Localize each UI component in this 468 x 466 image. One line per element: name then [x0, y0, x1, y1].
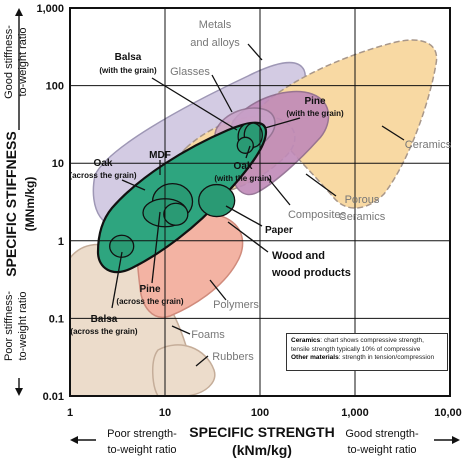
y-tick-label: 1,000	[36, 3, 64, 15]
leader-lines	[111, 43, 405, 367]
arrows	[15, 8, 460, 444]
arrow-left-head	[70, 436, 78, 444]
y-tick-label: 0.1	[49, 313, 64, 325]
label-glasses: Glasses	[170, 66, 210, 78]
y-tick-label: 0.01	[43, 391, 64, 403]
y-top-annot-line1: Good stiffness-	[3, 25, 15, 99]
leader-balsa-with	[151, 77, 238, 131]
leader-pine-across	[151, 211, 161, 284]
leader-composites	[267, 177, 291, 206]
leader-paper	[225, 205, 263, 227]
leader-metals	[247, 43, 263, 61]
note-other-label: Other materials	[291, 354, 339, 361]
arrow-up-head	[15, 8, 23, 16]
y-tick-label: 100	[46, 81, 64, 93]
leader-porous-ceramics	[305, 173, 337, 197]
y-tick-labels: 1,000 100 10 1 0.1 0.01	[36, 3, 64, 403]
y-axis-label-line1: SPECIFIC STIFFNESS	[3, 131, 19, 276]
label-foams: Foams	[191, 329, 225, 341]
label-pine-with-sub: (with the grain)	[286, 109, 344, 118]
label-mdf: MDF	[149, 150, 171, 161]
y-tick-label: 10	[52, 158, 64, 170]
region-rubbers	[152, 344, 216, 396]
label-balsa-across-sub: (across the grain)	[70, 327, 137, 336]
wood-product-ellipse	[236, 136, 254, 154]
wood-product-ellipse	[163, 202, 189, 226]
label-porous-ceramics-line2: Ceramics	[339, 211, 386, 223]
label-porous-ceramics-line1: Porous	[345, 194, 380, 206]
grid-lines	[70, 8, 450, 396]
label-metals-line2: and alloys	[190, 37, 240, 49]
x-axis-label-line2: (kNm/kg)	[232, 442, 292, 458]
x-tick-label: 1	[67, 407, 73, 419]
label-balsa-with-sub: (with the grain)	[99, 66, 157, 75]
leader-foams	[171, 325, 191, 335]
label-pine-with: Pine	[304, 96, 326, 107]
leader-polymers	[209, 279, 227, 301]
label-oak-with-sub: (with the grain)	[214, 174, 272, 183]
arrow-down-head	[15, 388, 23, 396]
label-metals-line1: Metals	[199, 19, 232, 31]
label-oak-across-sub: (across the grain)	[69, 171, 136, 180]
plot-frame	[69, 7, 451, 397]
label-wood-line2: wood products	[271, 267, 351, 279]
note-other-text: : strength in tension/compression	[338, 354, 435, 361]
label-balsa-across: Balsa	[91, 314, 118, 325]
y-axis-label-line2: (MNm/kg)	[23, 177, 37, 232]
label-oak-with: Oak	[234, 161, 253, 172]
leader-oak-with	[245, 145, 251, 159]
x-axis-label-line1: SPECIFIC STRENGTH	[189, 424, 334, 440]
label-composites: Composites	[288, 209, 347, 221]
x-tick-label: 10,00	[434, 407, 462, 419]
label-wood-line1: Wood and	[272, 250, 325, 262]
x-tick-labels: 1 10 100 1,000 10,00	[67, 407, 462, 419]
label-paper: Paper	[265, 225, 293, 236]
label-balsa-with: Balsa	[115, 52, 142, 63]
arrow-right-head	[452, 436, 460, 444]
leader-glasses	[211, 74, 233, 113]
y-tick-label: 1	[58, 236, 64, 248]
label-oak-across: Oak	[94, 158, 113, 169]
leader-oak-across	[121, 179, 146, 191]
note-ceramics-label: Ceramics	[291, 337, 321, 344]
label-pine-across: Pine	[139, 284, 161, 295]
wood-product-ellipse	[198, 183, 236, 218]
x-left-annot-line1: Poor strength-	[107, 428, 177, 440]
y-bottom-annot-line1: Poor stiffness-	[3, 291, 15, 361]
chart-note: Ceramics: chart shows compressive streng…	[286, 333, 448, 371]
leader-pine-with	[264, 117, 301, 129]
x-right-annot-line2: to-weight ratio	[347, 444, 416, 456]
wood-product-ellipses	[109, 122, 263, 258]
leader-balsa-across	[111, 251, 123, 309]
x-tick-label: 1,000	[341, 407, 369, 419]
leader-rubbers	[195, 355, 209, 367]
label-polymers: Polymers	[213, 299, 259, 311]
label-rubbers: Rubbers	[212, 351, 254, 363]
x-tick-label: 100	[251, 407, 269, 419]
x-right-annot-line1: Good strength-	[345, 428, 419, 440]
label-pine-across-sub: (across the grain)	[116, 297, 183, 306]
leader-wood-products	[227, 221, 269, 253]
label-ceramics: Ceramics	[405, 139, 452, 151]
note-ceramics-text: : chart shows compressive strength, tens…	[291, 337, 424, 353]
x-left-annot-line2: to-weight ratio	[107, 444, 176, 456]
x-tick-label: 10	[159, 407, 171, 419]
y-bottom-annot-line2: to-weight ratio	[17, 291, 29, 360]
leader-ceramics	[381, 125, 405, 141]
y-top-annot-line2: to-weight ratio	[17, 27, 29, 96]
